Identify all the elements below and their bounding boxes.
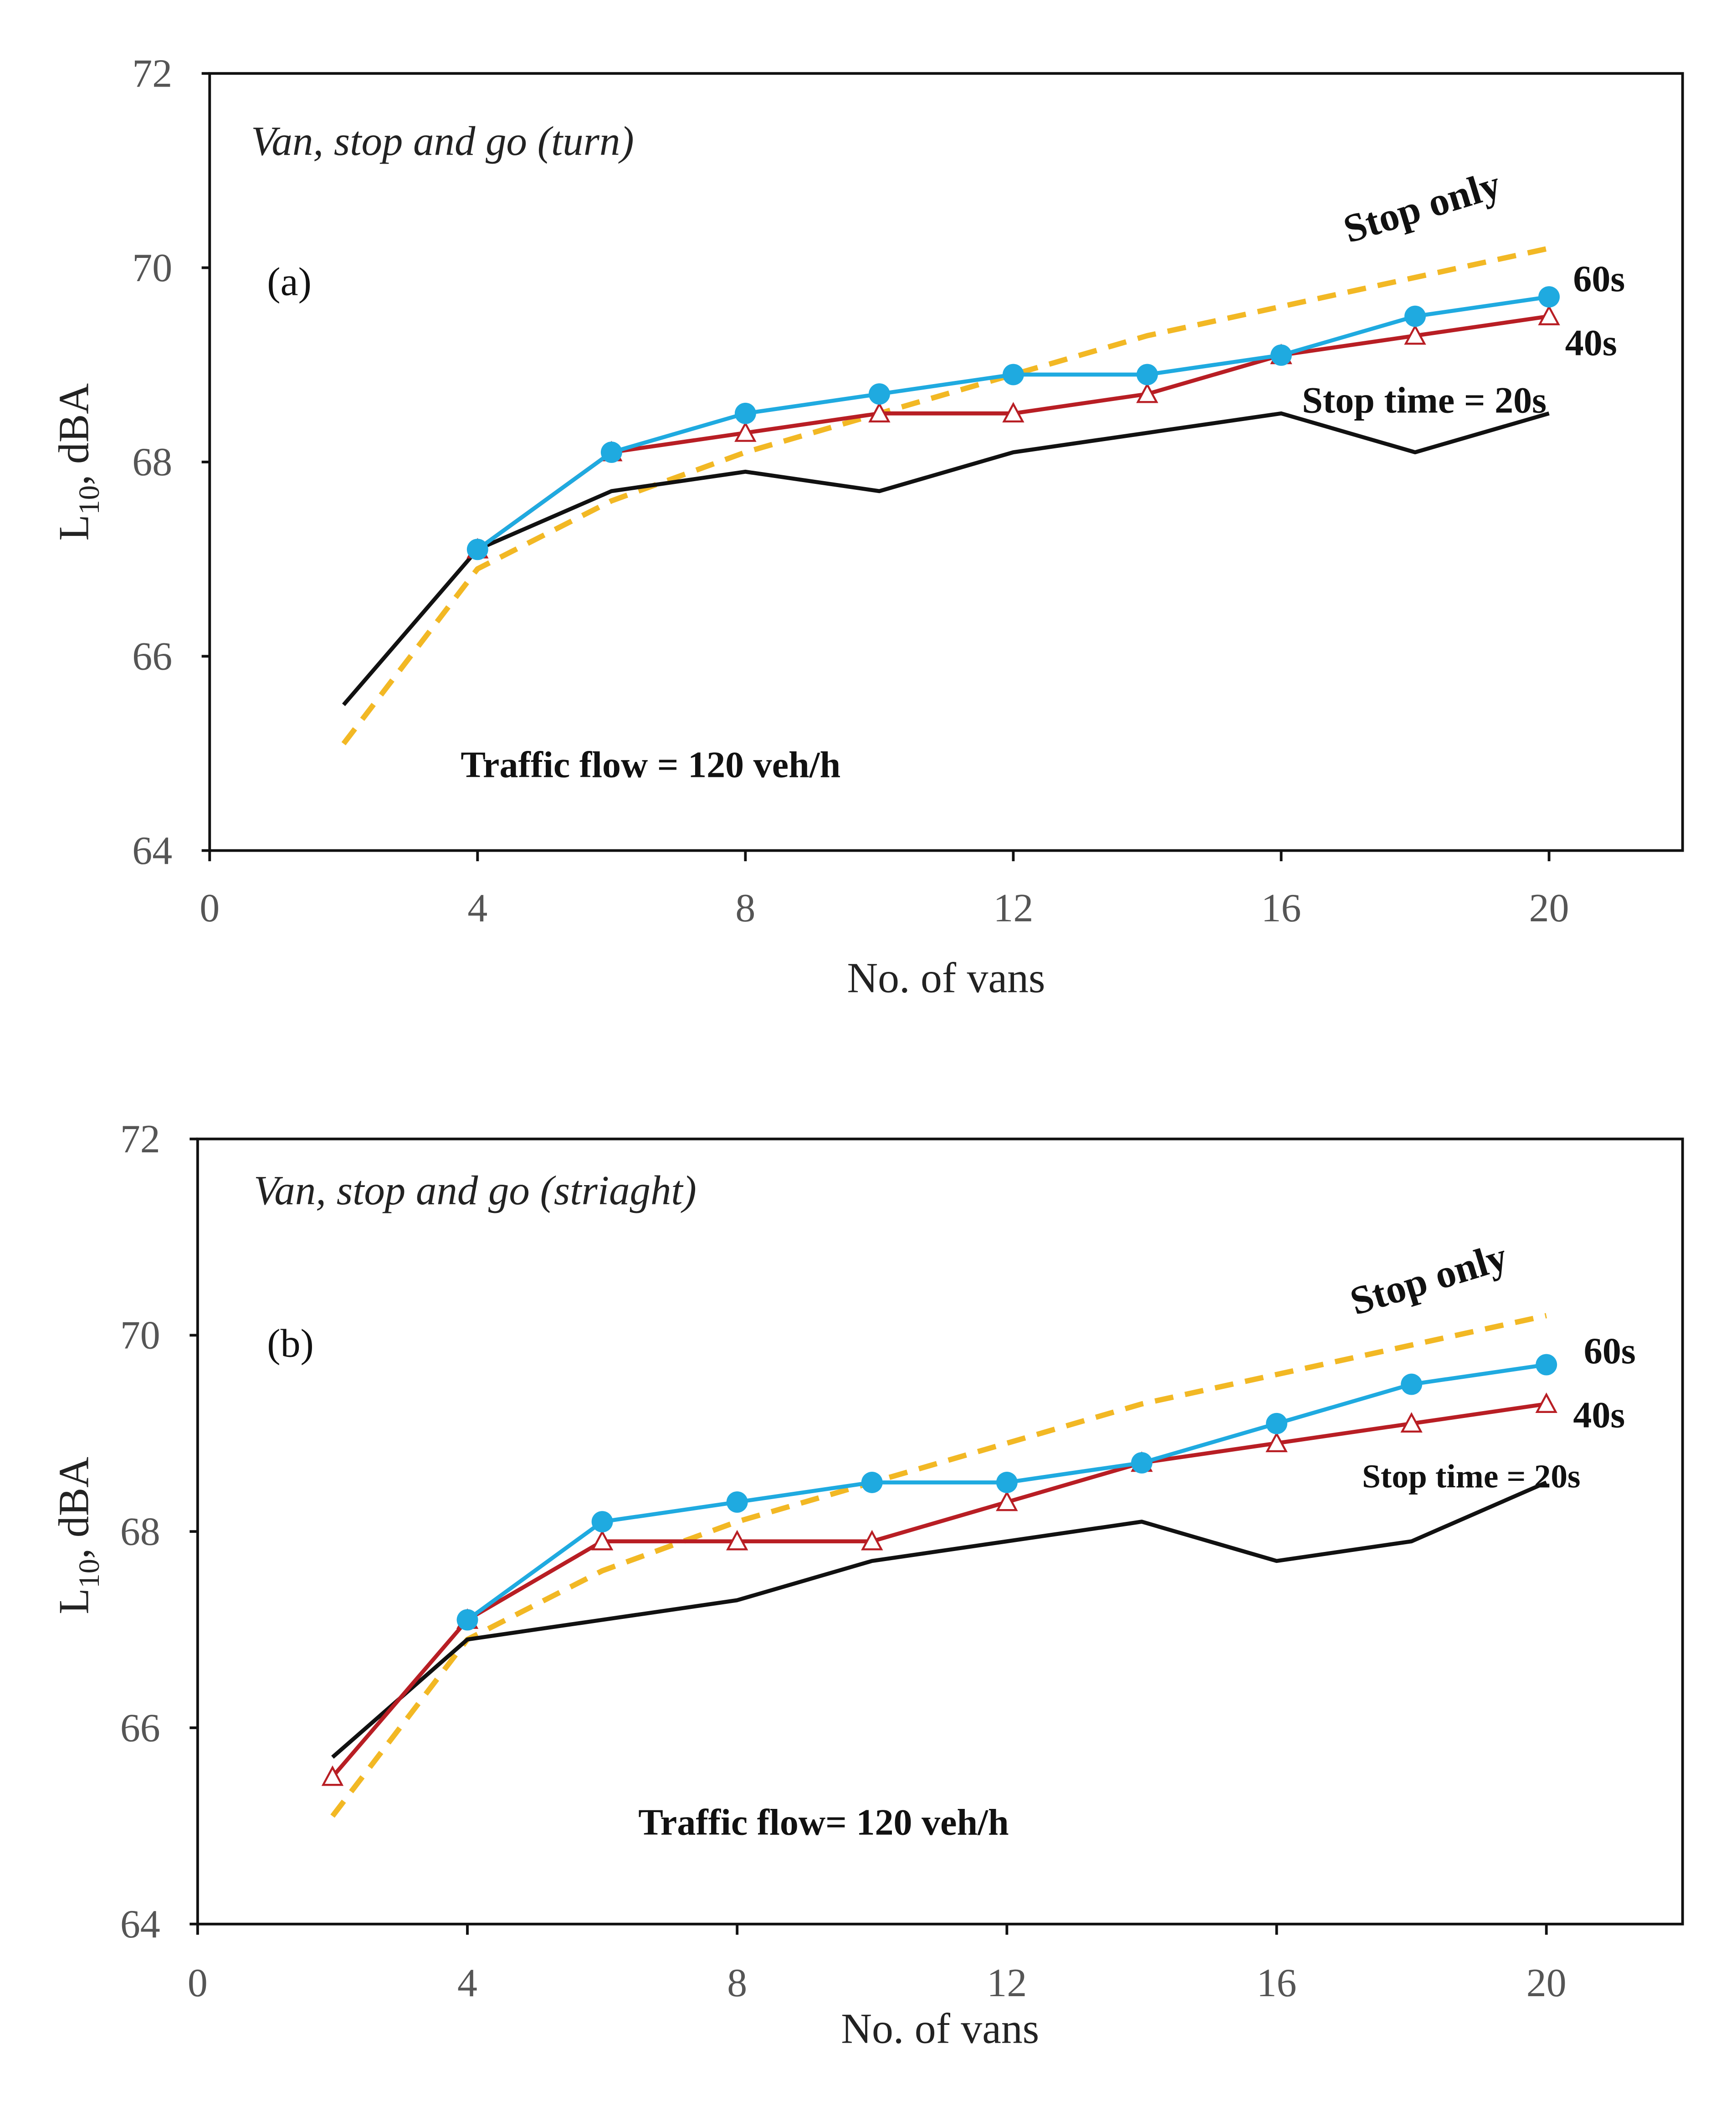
chart-panel-a: 64 66 68 70 72 0 4 8 12 16 20 No. of vans L10, dBA Va… [50,51,1684,1002]
series-line-s40 [476,314,1550,551]
x-axis-label: No. of vans [841,2005,1039,2053]
y-axis-label-main: L [50,515,97,541]
x-tick-label: 20 [1526,1961,1567,2005]
x-tick-label: 16 [1261,886,1301,930]
x-tick-label: 12 [993,886,1033,930]
y-tick-label: 68 [132,440,172,484]
y-axis-label-unit: , dBA [50,1457,97,1559]
data-point-60s [1266,1412,1288,1434]
x-tick-label: 0 [200,886,220,930]
x-tick-label: 20 [1529,886,1569,930]
y-axis-label-main: L [50,1588,97,1614]
y-tick-label: 70 [132,246,172,290]
data-point-60s [456,1609,478,1631]
data-point-40s [591,1530,614,1551]
x-tick-label: 12 [987,1961,1027,2005]
data-point-60s [1131,1452,1152,1474]
series-line-s20 [331,1480,1547,1759]
y-tick-label: 72 [120,1117,160,1161]
data-point-60s [734,402,756,424]
data-point-60s [1404,305,1426,327]
x-tick-label: 4 [457,1961,477,2005]
data-point-40s [868,402,891,423]
x-tick-label: 4 [467,886,487,930]
data-point-60s [1137,364,1158,385]
y-tick-label: 66 [132,635,172,679]
series-line-s20 [342,411,1550,706]
series-line-stop_only [341,246,1550,745]
chart-title: Van, stop and go (turn) [251,118,634,164]
data-point-60s [600,442,622,463]
y-tick-label: 70 [120,1314,160,1358]
annotation-s20: Stop time = 20s [1362,1458,1580,1495]
data-point-40s [1136,382,1158,403]
y-tick-label: 72 [132,51,172,96]
series-line-s60 [476,295,1550,551]
x-tick-label: 0 [188,1961,208,2005]
data-point-40s [1400,1412,1423,1433]
data-point-40s [321,1765,344,1786]
chart-title: Van, stop and go (striaght) [254,1167,696,1213]
data-point-60s [1002,364,1024,385]
y-axis-label: L10, dBA [50,383,105,541]
annotation-s20: Stop time = 20s [1302,380,1547,421]
series-line-stop_only [330,1313,1547,1818]
data-point-40s [1265,1432,1288,1453]
y-axis-label: L10, dBA [50,1457,105,1614]
x-axis-label: No. of vans [847,954,1045,1002]
x-tick-label: 8 [727,1961,747,2005]
data-point-60s [868,383,890,405]
y-axis-label-sub: 10 [73,485,105,514]
data-point-40s [996,1490,1018,1511]
y-tick-label: 66 [120,1706,160,1750]
data-point-40s [726,1530,748,1551]
data-point-40s [1404,324,1426,345]
data-point-60s [1270,344,1292,366]
data-point-40s [1538,304,1560,325]
annotation-s40: 40s [1573,1394,1625,1436]
annotation-s60: 60s [1573,258,1625,299]
data-point-60s [1536,1354,1557,1376]
data-point-40s [1535,1392,1557,1413]
y-tick-label: 64 [120,1902,160,1947]
panel-label: (a) [267,260,312,304]
y-axis-label-sub: 10 [73,1559,105,1588]
data-point-40s [861,1530,883,1551]
annotation-s60: 60s [1584,1330,1636,1371]
series-line-s40 [331,1402,1547,1778]
x-tick-label: 16 [1257,1961,1297,2005]
data-point-60s [726,1491,748,1513]
annotation-flow: Traffic flow = 120 veh/h [461,744,840,786]
annotation-s40: 40s [1565,322,1617,364]
panel-label: (b) [267,1321,314,1366]
annotation-stop-only: Stop only [1338,162,1506,252]
data-point-60s [1538,286,1560,308]
x-tick-label: 8 [735,886,755,930]
data-point-60s [466,539,488,560]
annotation-flow: Traffic flow= 120 veh/h [638,1801,1009,1843]
y-axis-label-unit: , dBA [50,383,97,485]
y-tick-label: 68 [120,1510,160,1554]
data-point-60s [1401,1373,1423,1395]
chart-panel-b: 64 66 68 70 72 0 4 8 12 16 20 No. of vans L10, dBA Va… [50,1117,1684,2053]
data-point-60s [861,1472,883,1493]
data-point-40s [1002,402,1024,423]
annotation-stop-only: Stop only [1345,1234,1512,1324]
data-point-60s [591,1511,613,1533]
y-tick-label: 64 [132,829,172,873]
data-point-60s [996,1472,1018,1493]
data-point-40s [734,421,757,442]
